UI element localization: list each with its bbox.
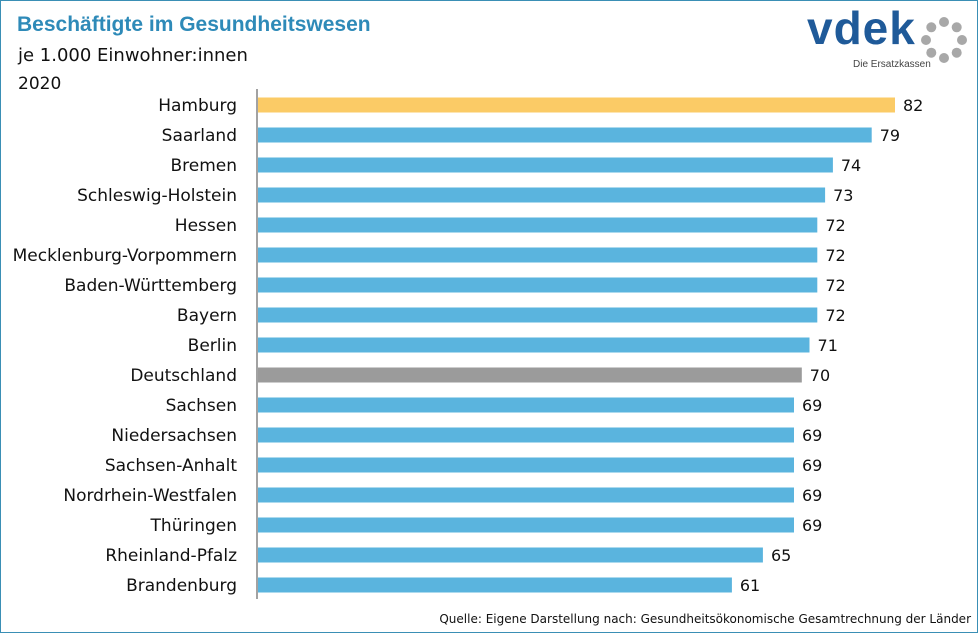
bar-saarland — [258, 127, 872, 143]
chart-title: Beschäftigte im Gesundheitswesen — [17, 13, 371, 36]
bar-nordrhein-westfalen — [258, 487, 794, 503]
logo-dot — [957, 35, 967, 45]
bar-hessen — [258, 217, 818, 233]
category-label: Nordrhein-Westfalen — [63, 486, 237, 506]
value-label: 72 — [825, 246, 845, 265]
bar-mecklenburg-vorpommern — [258, 247, 818, 263]
bar-thüringen — [258, 517, 794, 533]
bar-hamburg — [258, 97, 895, 113]
value-label: 71 — [818, 336, 838, 355]
category-label: Sachsen-Anhalt — [105, 456, 237, 476]
bar-sachsen-anhalt — [258, 457, 794, 473]
source-note: Quelle: Eigene Darstellung nach: Gesundh… — [439, 612, 971, 626]
category-label: Brandenburg — [126, 576, 237, 596]
bar-bayern — [258, 307, 818, 323]
value-label: 69 — [802, 516, 822, 535]
category-label: Niedersachsen — [111, 426, 237, 446]
value-label: 72 — [825, 306, 845, 325]
logo-dot — [951, 22, 962, 33]
category-label: Baden-Württemberg — [64, 276, 237, 296]
vdek-logo: vdek Die Ersatzkassen — [807, 5, 971, 75]
chart-year: 2020 — [18, 74, 62, 94]
category-label: Hamburg — [158, 96, 237, 116]
category-label: Bremen — [170, 156, 237, 176]
logo-dot — [939, 53, 949, 63]
logo-dot — [926, 22, 937, 33]
bar-schleswig-holstein — [258, 187, 826, 203]
bar-rheinland-pfalz — [258, 547, 763, 563]
bar-deutschland — [258, 367, 802, 383]
logo-dot — [951, 47, 962, 58]
logo-wordmark: vdek — [807, 2, 916, 54]
value-label: 72 — [825, 276, 845, 295]
category-label: Hessen — [175, 216, 237, 236]
logo-dot — [926, 47, 937, 58]
category-label: Rheinland-Pfalz — [105, 546, 237, 566]
bar-brandenburg — [258, 577, 732, 593]
value-label: 69 — [802, 456, 822, 475]
value-label: 61 — [740, 576, 760, 595]
category-label: Berlin — [188, 336, 237, 356]
bar-sachsen — [258, 397, 794, 413]
logo-dot — [939, 17, 949, 27]
logo-dot — [921, 35, 931, 45]
chart-subtitle: je 1.000 Einwohner:innen — [18, 45, 248, 66]
bar-berlin — [258, 337, 810, 353]
value-label: 82 — [903, 96, 923, 115]
value-label: 74 — [841, 156, 861, 175]
value-label: 69 — [802, 396, 822, 415]
category-label: Deutschland — [130, 366, 237, 386]
value-label: 73 — [833, 186, 853, 205]
bar-niedersachsen — [258, 427, 794, 443]
value-label: 69 — [802, 486, 822, 505]
category-label: Sachsen — [166, 396, 237, 416]
value-label: 69 — [802, 426, 822, 445]
logo-tagline: Die Ersatzkassen — [853, 59, 931, 70]
bar-bremen — [258, 157, 833, 173]
category-label: Mecklenburg-Vorpommern — [13, 246, 237, 266]
bar-baden-württemberg — [258, 277, 818, 293]
value-label: 72 — [825, 216, 845, 235]
value-label: 70 — [810, 366, 830, 385]
category-label: Thüringen — [150, 516, 237, 536]
value-label: 79 — [880, 126, 900, 145]
dotted-circle-icon — [921, 17, 967, 63]
value-label: 65 — [771, 546, 791, 565]
category-label: Schleswig-Holstein — [77, 186, 237, 206]
category-label: Saarland — [162, 126, 237, 146]
category-label: Bayern — [177, 306, 237, 326]
